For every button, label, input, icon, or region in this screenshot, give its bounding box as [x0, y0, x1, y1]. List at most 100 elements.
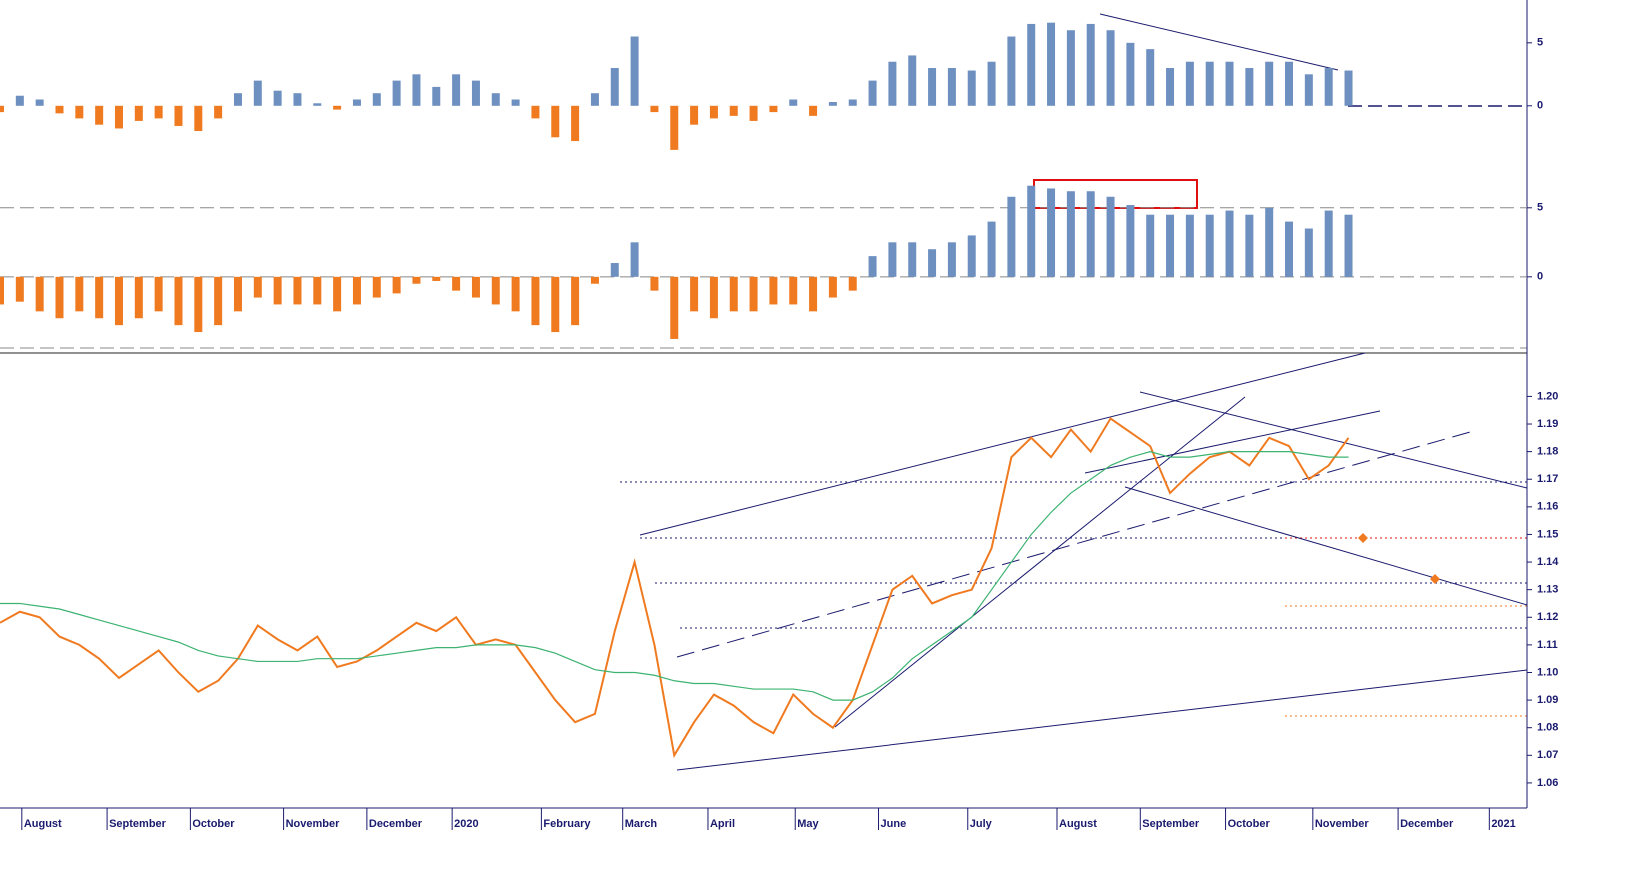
bar	[1066, 191, 1075, 277]
bar	[392, 276, 401, 294]
y-tick-label: 1.13	[1537, 584, 1558, 596]
bar	[551, 105, 560, 138]
x-tick-label: February	[543, 818, 591, 830]
bar	[333, 276, 342, 312]
bar	[114, 276, 123, 326]
bar	[670, 105, 679, 150]
bar	[1324, 68, 1333, 106]
y-tick-label: 1.17	[1537, 473, 1558, 485]
bar	[1205, 61, 1214, 106]
y-tick-label: 1.19	[1537, 418, 1558, 430]
bar	[253, 276, 262, 298]
bar	[610, 68, 619, 106]
bar	[1304, 228, 1313, 277]
x-tick-label: October	[192, 818, 235, 830]
trend-line	[1084, 410, 1381, 474]
bar	[55, 105, 64, 114]
trend-line	[834, 396, 1246, 728]
bar	[511, 276, 520, 312]
bar	[967, 235, 976, 277]
bar	[947, 68, 956, 106]
bar	[828, 276, 837, 298]
bar	[868, 80, 877, 106]
bar	[1126, 205, 1135, 277]
bar	[1047, 188, 1056, 277]
bar	[1285, 61, 1294, 106]
y-tick-label: 1.08	[1537, 722, 1558, 734]
bar	[848, 276, 857, 291]
x-tick-label: November	[1315, 818, 1370, 830]
x-tick-label: June	[881, 818, 907, 830]
trend-line	[1124, 486, 1528, 606]
bar	[0, 105, 4, 113]
y-tick-label: 1.14	[1537, 556, 1559, 568]
bar	[1265, 61, 1274, 106]
x-tick-label: March	[625, 818, 658, 830]
trend-line	[676, 431, 1471, 658]
highlight-box	[1033, 179, 1198, 209]
series-line	[0, 451, 1349, 701]
bar	[1205, 214, 1214, 277]
bar	[1027, 185, 1036, 277]
bar	[511, 99, 520, 106]
bar	[630, 36, 639, 106]
bar	[313, 103, 322, 106]
bar	[789, 99, 798, 106]
x-tick-label: December	[369, 818, 423, 830]
bar	[1007, 36, 1016, 106]
bar	[134, 105, 143, 121]
bar	[471, 80, 480, 106]
x-tick-label: July	[970, 818, 993, 830]
bar	[1086, 23, 1095, 106]
bar	[471, 276, 480, 298]
y-tick-label: 1.10	[1537, 666, 1558, 678]
bar	[709, 276, 718, 319]
bar	[868, 256, 877, 277]
bar	[531, 105, 540, 119]
bar	[95, 276, 104, 319]
bar	[630, 242, 639, 277]
y-tick-label: 1.12	[1537, 611, 1558, 623]
bar	[729, 276, 738, 312]
bar	[1185, 61, 1194, 106]
bar	[194, 276, 203, 333]
x-tick-label: May	[797, 818, 819, 830]
bar	[1225, 210, 1234, 277]
bar	[987, 61, 996, 106]
bar	[947, 242, 956, 277]
bar	[75, 105, 84, 119]
y-tick-label: 1.11	[1537, 639, 1558, 651]
x-tick-label: October	[1228, 818, 1271, 830]
bar	[1245, 214, 1254, 277]
y-tick-label: 1.20	[1537, 390, 1558, 402]
bar	[749, 276, 758, 312]
bar	[1066, 30, 1075, 106]
bar	[174, 276, 183, 326]
bar	[650, 276, 659, 291]
bar	[1285, 221, 1294, 277]
y-tick-label: 1.07	[1537, 749, 1558, 761]
bar	[1086, 191, 1095, 277]
bar	[828, 102, 837, 106]
trend-line	[1139, 391, 1528, 489]
bar	[888, 61, 897, 106]
bar	[709, 105, 718, 119]
bar	[273, 276, 282, 305]
bar	[372, 93, 381, 106]
bar	[690, 276, 699, 312]
bar	[15, 95, 24, 106]
bar	[908, 242, 917, 277]
bar	[392, 80, 401, 106]
bar	[273, 90, 282, 106]
bar	[1126, 42, 1135, 106]
bar	[571, 276, 580, 326]
bar	[432, 86, 441, 106]
x-tick-label: August	[1059, 818, 1097, 830]
bar	[313, 276, 322, 305]
bar	[134, 276, 143, 319]
bar	[590, 276, 599, 284]
bar	[293, 93, 302, 106]
bar	[610, 263, 619, 277]
